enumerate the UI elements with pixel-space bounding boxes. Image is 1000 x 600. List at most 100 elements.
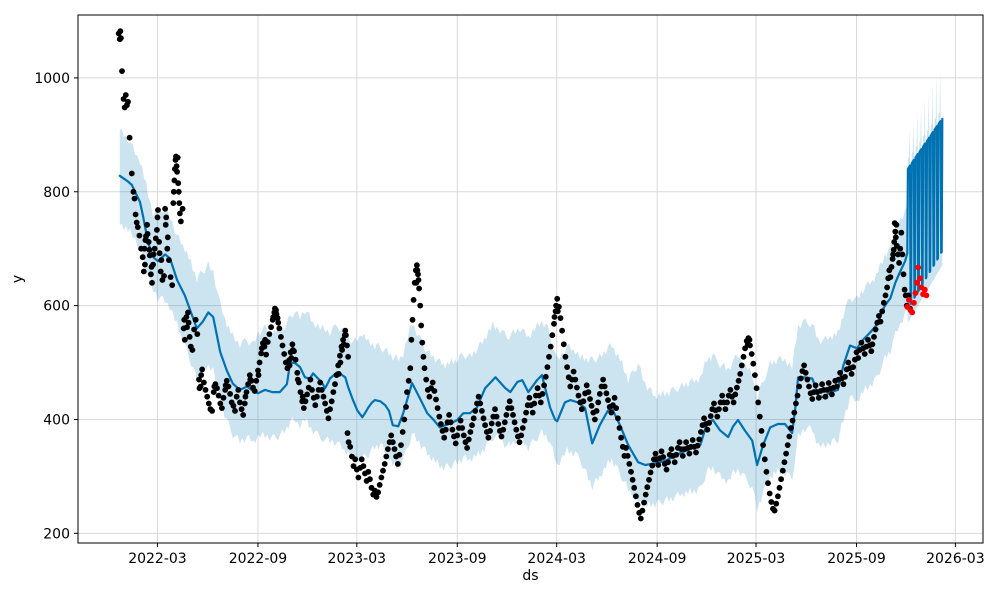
observed-point xyxy=(513,426,520,433)
observed-point xyxy=(775,493,781,500)
observed-point xyxy=(893,221,900,228)
observed-point xyxy=(553,302,559,309)
observed-point xyxy=(340,336,346,343)
observed-point xyxy=(492,406,498,413)
observed-point xyxy=(850,364,857,370)
observed-point xyxy=(888,264,895,270)
observed-point xyxy=(178,218,184,225)
observed-point xyxy=(191,326,198,333)
observed-point xyxy=(209,408,216,414)
observed-point xyxy=(251,388,258,394)
observed-point xyxy=(202,387,209,393)
observed-point xyxy=(477,400,484,407)
observed-point xyxy=(676,439,683,446)
observed-point xyxy=(738,362,745,369)
observed-point xyxy=(337,352,343,359)
observed-point xyxy=(637,515,644,522)
observed-point xyxy=(503,412,510,418)
observed-point xyxy=(897,245,904,252)
observed-point xyxy=(593,408,600,414)
observed-point xyxy=(855,355,862,361)
observed-point xyxy=(809,396,816,402)
observed-point xyxy=(706,420,712,426)
observed-point xyxy=(170,188,177,195)
observed-point xyxy=(286,362,293,369)
observed-point xyxy=(237,399,243,406)
observed-point xyxy=(773,500,780,507)
observed-point xyxy=(189,347,196,353)
observed-point xyxy=(141,245,148,252)
observed-point xyxy=(722,406,729,413)
observed-point xyxy=(394,461,401,467)
observed-point xyxy=(355,474,362,481)
observed-point xyxy=(701,415,707,422)
observed-point xyxy=(262,336,268,343)
observed-point xyxy=(671,459,678,466)
observed-point xyxy=(442,426,449,433)
observed-point xyxy=(768,499,775,505)
observed-point xyxy=(227,391,234,397)
observed-point xyxy=(240,412,247,418)
observed-point xyxy=(330,389,337,395)
observed-point xyxy=(531,400,538,407)
observed-point xyxy=(861,351,868,357)
observed-point xyxy=(302,398,309,405)
observed-point xyxy=(900,271,907,278)
observed-point xyxy=(479,408,485,414)
observed-point xyxy=(194,331,201,337)
observed-point xyxy=(892,234,899,241)
observed-point xyxy=(877,318,884,325)
observed-point xyxy=(325,415,332,422)
observed-point xyxy=(840,381,847,388)
observed-point xyxy=(761,456,768,463)
observed-point xyxy=(825,380,832,386)
observed-point xyxy=(557,315,564,321)
observed-point xyxy=(142,261,148,268)
observed-point xyxy=(801,362,807,369)
anomaly-point xyxy=(923,292,930,299)
observed-point xyxy=(529,409,536,416)
observed-point xyxy=(560,341,567,348)
observed-point xyxy=(580,398,587,405)
observed-point xyxy=(309,387,315,393)
observed-point xyxy=(842,373,848,380)
observed-point xyxy=(431,388,438,394)
observed-point xyxy=(734,384,740,391)
observed-point xyxy=(618,434,624,441)
observed-point xyxy=(899,251,906,258)
observed-point xyxy=(646,476,652,483)
observed-point xyxy=(403,404,409,410)
observed-point xyxy=(575,392,582,399)
observed-point xyxy=(652,450,659,457)
observed-point xyxy=(465,436,472,443)
observed-point xyxy=(242,393,249,400)
observed-point xyxy=(711,400,717,407)
x-tick-label: 2026-03 xyxy=(926,551,985,567)
observed-point xyxy=(508,405,515,411)
anomaly-point xyxy=(909,309,916,316)
observed-point xyxy=(205,400,212,407)
observed-point xyxy=(318,387,325,393)
observed-point xyxy=(737,371,744,377)
observed-point xyxy=(408,336,415,343)
observed-point xyxy=(482,422,488,429)
observed-point xyxy=(375,489,381,496)
observed-point xyxy=(539,391,546,397)
observed-point xyxy=(547,343,554,350)
observed-point xyxy=(184,324,190,331)
observed-point xyxy=(181,336,188,343)
observed-point xyxy=(783,450,789,457)
observed-point xyxy=(521,417,528,424)
observed-point xyxy=(786,433,793,440)
observed-point xyxy=(398,442,404,448)
observed-point xyxy=(549,332,556,339)
x-tick-label: 2023-09 xyxy=(428,551,487,567)
observed-point xyxy=(583,382,590,389)
observed-point xyxy=(124,102,130,109)
observed-point xyxy=(163,214,170,221)
observed-point xyxy=(778,476,784,483)
observed-point xyxy=(219,405,225,411)
observed-point xyxy=(185,309,191,316)
